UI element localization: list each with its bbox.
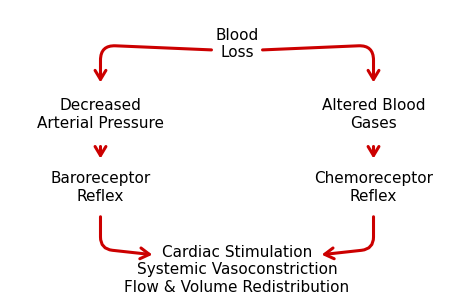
FancyArrowPatch shape — [95, 46, 211, 79]
FancyArrowPatch shape — [100, 217, 149, 259]
Text: Altered Blood
Gases: Altered Blood Gases — [322, 98, 425, 131]
FancyArrowPatch shape — [325, 217, 374, 259]
FancyArrowPatch shape — [368, 146, 379, 156]
Text: Baroreceptor
Reflex: Baroreceptor Reflex — [50, 171, 151, 204]
FancyArrowPatch shape — [95, 146, 106, 156]
FancyArrowPatch shape — [263, 46, 379, 79]
Text: Decreased
Arterial Pressure: Decreased Arterial Pressure — [37, 98, 164, 131]
Text: Cardiac Stimulation
Systemic Vasoconstriction
Flow & Volume Redistribution: Cardiac Stimulation Systemic Vasoconstri… — [125, 245, 349, 295]
Text: Chemoreceptor
Reflex: Chemoreceptor Reflex — [314, 171, 433, 204]
Text: Blood
Loss: Blood Loss — [215, 28, 259, 60]
